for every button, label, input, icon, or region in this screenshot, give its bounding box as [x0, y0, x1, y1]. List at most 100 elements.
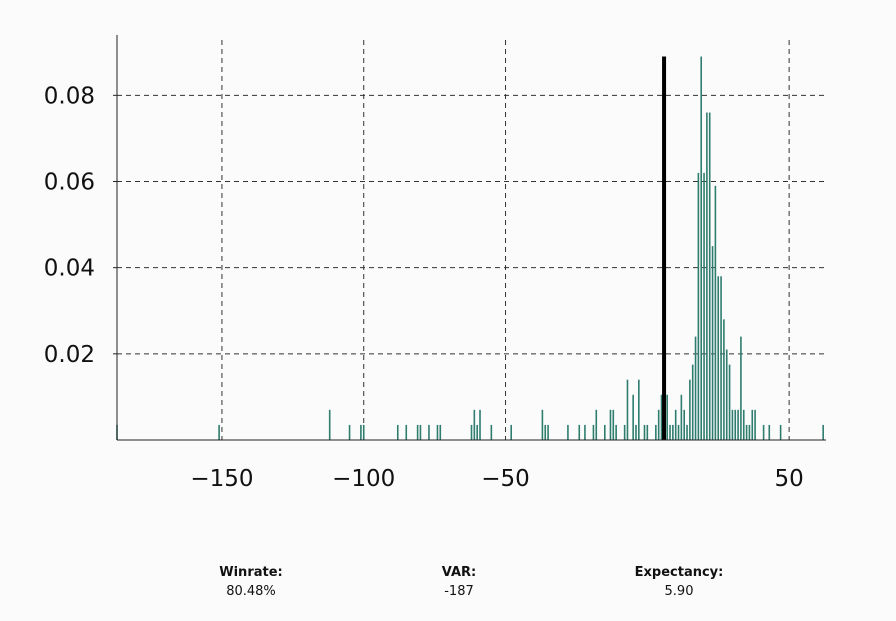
histogram-bar [660, 394, 663, 440]
histogram-bar [762, 424, 765, 440]
winrate-label: Winrate: [219, 565, 283, 580]
histogram-bar [720, 276, 722, 440]
histogram-bar [592, 424, 595, 440]
histogram-bar [578, 424, 581, 440]
x-axis-ticks: −150 −100 −50 50 [190, 466, 803, 492]
histogram-bar [439, 424, 442, 440]
histogram-bar [360, 424, 362, 440]
histogram-bar [779, 424, 782, 440]
histogram-bar [609, 409, 612, 440]
histogram-bar [479, 409, 481, 440]
histogram-bar [751, 409, 754, 440]
histogram-bar [436, 424, 439, 440]
histogram-bar [638, 379, 640, 440]
histogram-bar [646, 424, 649, 440]
histogram-bar [674, 409, 677, 440]
histogram-bar [677, 424, 680, 440]
histogram-bar [632, 394, 634, 440]
x-tick-label: −100 [332, 466, 395, 492]
histogram-bar [666, 394, 668, 440]
histogram-bar [745, 424, 748, 440]
grid-lines [117, 40, 826, 440]
expectancy-value: 5.90 [664, 584, 694, 599]
histogram-bar [626, 379, 629, 440]
histogram-bar [428, 424, 430, 440]
histogram-bar [595, 409, 598, 440]
histogram-bar [740, 336, 742, 440]
histogram-bar [723, 319, 725, 440]
histogram-bar [396, 424, 399, 440]
histogram-bar [734, 409, 737, 440]
histogram-bar [731, 409, 734, 440]
var-label: VAR: [441, 565, 477, 580]
histogram-bar [655, 424, 657, 440]
histogram-bar [615, 424, 617, 440]
histogram-bar [737, 409, 739, 440]
histogram-bar [547, 424, 549, 440]
histogram-bar [544, 424, 547, 440]
expectancy-label: Expectancy: [634, 565, 724, 580]
y-tick-label: 0.02 [44, 342, 95, 368]
histogram-bar [703, 172, 705, 440]
histogram-bar [405, 424, 408, 440]
histogram-bar [748, 424, 751, 440]
histogram-bar [725, 349, 728, 440]
x-tick-label: −50 [481, 466, 530, 492]
histogram-bars [116, 56, 824, 441]
histogram-bar [603, 424, 606, 440]
histogram-bar [683, 409, 685, 440]
histogram-bar [669, 424, 671, 440]
y-tick-label: 0.06 [44, 169, 95, 195]
histogram-bar [822, 424, 824, 440]
histogram-bar [754, 409, 756, 440]
histogram-bar [706, 112, 708, 440]
y-axis-ticks: 0.02 0.04 0.06 0.08 [44, 83, 117, 368]
histogram-bar [623, 424, 626, 440]
winrate-stat: Winrate: 80.48% [171, 565, 331, 599]
histogram-bar [694, 336, 697, 440]
histogram-bar [635, 424, 637, 440]
histogram-bar [490, 424, 493, 440]
var-stat: VAR: -187 [379, 565, 539, 599]
histogram-bar [728, 364, 731, 440]
y-tick-label: 0.04 [44, 256, 95, 282]
x-tick-label: 50 [774, 466, 803, 492]
histogram-bar [348, 424, 351, 440]
y-tick-label: 0.08 [44, 83, 95, 109]
histogram-bar [708, 112, 711, 440]
winrate-value: 80.48% [226, 584, 276, 599]
histogram-bar [686, 424, 688, 440]
histogram-bar [691, 364, 694, 440]
histogram-bar [700, 56, 703, 441]
histogram-chart: −150 −100 −50 50 0.02 0.04 0.06 0.08 [44, 35, 826, 492]
histogram-bar [584, 424, 586, 440]
histogram-bar [612, 409, 615, 440]
stats-panel: Winrate: 80.48% VAR: -187 Expectancy: 5.… [0, 565, 896, 615]
histogram-bar [742, 409, 745, 440]
histogram-bar [768, 424, 771, 440]
var-value: -187 [444, 584, 474, 599]
histogram-bar [567, 424, 569, 440]
histogram-bar [643, 424, 646, 440]
histogram-bar [218, 424, 220, 440]
histogram-bar [476, 424, 478, 440]
histogram-bar [717, 276, 720, 440]
axes [116, 35, 826, 441]
histogram-bar [711, 246, 714, 440]
histogram-bar [689, 379, 691, 440]
histogram-bar [657, 409, 660, 440]
histogram-bar [680, 394, 683, 440]
expectancy-stat: Expectancy: 5.90 [599, 565, 759, 599]
x-tick-label: −150 [190, 466, 253, 492]
histogram-bar [470, 424, 473, 440]
histogram-bar [328, 409, 331, 440]
histogram-bar [510, 424, 513, 440]
histogram-bar [541, 409, 544, 440]
histogram-bar [714, 185, 717, 440]
histogram-bar [473, 409, 476, 440]
histogram-bar [362, 424, 365, 440]
histogram-bar [419, 424, 422, 440]
histogram-bar [672, 424, 674, 440]
histogram-bar [697, 172, 700, 440]
histogram-bar [416, 424, 419, 440]
